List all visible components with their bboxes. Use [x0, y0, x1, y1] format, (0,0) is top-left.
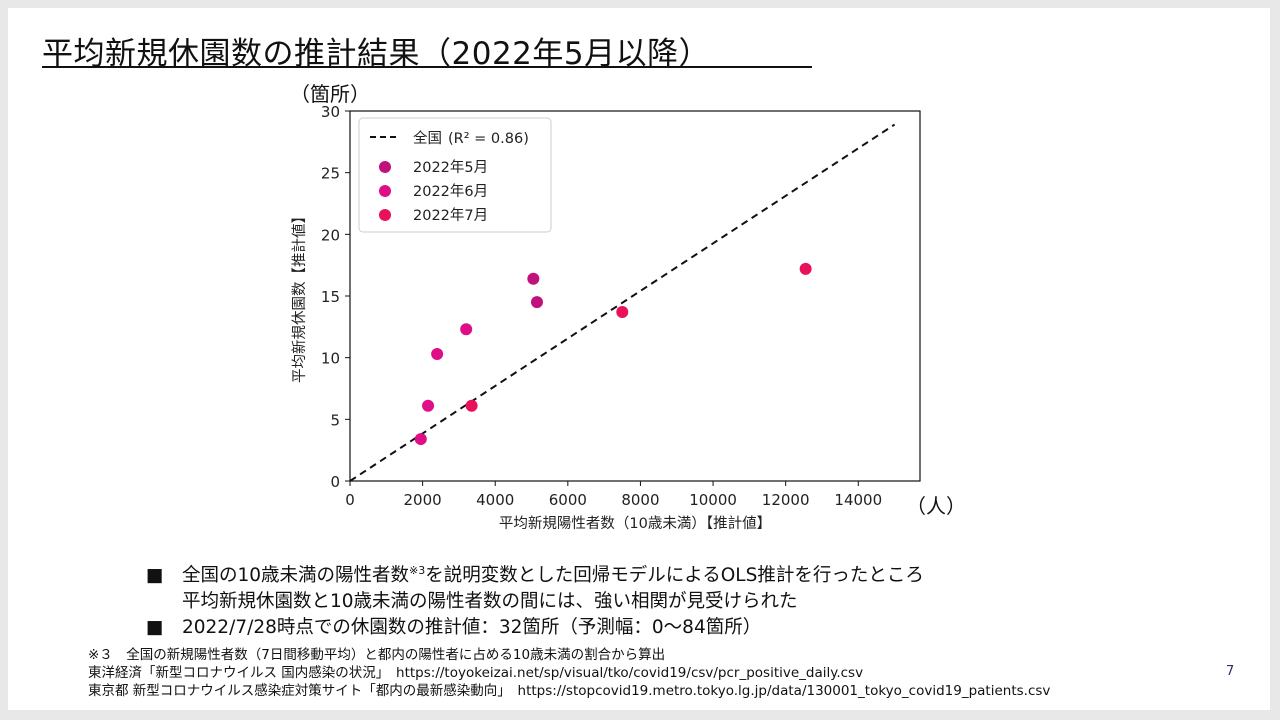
- page-number: 7: [1226, 664, 1235, 679]
- legend-label-fit: 全国: [413, 129, 442, 147]
- data-point: [431, 347, 444, 360]
- source-note: 東京都 新型コロナウイルス感染症対策サイト「都内の最新感染動向」 https:/…: [88, 683, 1051, 699]
- bullet-text: 全国の10歳未満の陽性者数: [182, 565, 410, 587]
- y-tick-label: 25: [321, 165, 340, 183]
- bullet-square-icon: ■: [146, 565, 164, 587]
- bullet-square-icon: ■: [146, 617, 164, 639]
- data-point: [465, 399, 478, 412]
- y-tick-label: 5: [330, 411, 340, 429]
- footnotes: ※３ 全国の新規陽性者数（7日間移動平均）と都内の陽性者に占める10歳未満の割合…: [88, 646, 1050, 700]
- legend-label: 2022年7月: [413, 207, 488, 224]
- x-tick-label: 0: [345, 491, 355, 509]
- data-point: [799, 262, 812, 275]
- y-axis-label: 平均新規休園数【推計値】: [291, 209, 308, 383]
- data-point: [616, 306, 629, 319]
- bullet-item-1: ■ 全国の10歳未満の陽性者数※3を説明変数とした回帰モデルによるOLS推計を行っ…: [146, 558, 924, 589]
- source-note: 東洋経済「新型コロナウイルス 国内感染の状況」 https://toyokeiz…: [88, 665, 864, 681]
- x-tick-label: 10000: [689, 491, 737, 509]
- y-tick-label: 20: [321, 226, 340, 244]
- y-tick-label: 10: [321, 350, 340, 368]
- footnote: ※３ 全国の新規陽性者数（7日間移動平均）と都内の陽性者に占める10歳未満の割合…: [88, 647, 666, 663]
- y-tick-label: 0: [330, 473, 340, 491]
- x-tick-label: 12000: [762, 491, 810, 509]
- legend-label-fit-stat: (R² = 0.86): [448, 131, 529, 147]
- data-point: [527, 272, 540, 285]
- x-tick-label: 8000: [621, 491, 659, 509]
- x-tick-label: 2000: [404, 491, 442, 509]
- footnote-ref: ※3: [409, 564, 426, 577]
- bullet-item-1-continued: 平均新規休園数と10歳未満の陽性者数の間には、強い相関が見受けられた: [182, 591, 798, 613]
- data-point: [414, 433, 427, 446]
- scatter-chart: 0 2000 4000 6000 8000 10000 12000 14000 0 5 10 15 20…: [291, 103, 921, 532]
- data-point: [530, 296, 543, 309]
- slide: 平均新規休園数の推計結果（2022年5月以降） （箇所） （人） 0 2000 40…: [8, 8, 1270, 710]
- chart-legend: 全国 (R² = 0.86) 2022年5月 2022年6月 2022年7月: [358, 117, 552, 233]
- y-tick-label: 30: [321, 103, 340, 121]
- bullet-item-2: ■ 2022/7/28時点での休園数の推計値：32箇所（予測幅：0〜84箇所）: [146, 615, 924, 641]
- legend-box: [358, 117, 552, 233]
- legend-swatch: [379, 209, 391, 221]
- legend-swatch: [379, 185, 391, 197]
- x-tick-label: 6000: [549, 491, 587, 509]
- bullet-list: ■ 全国の10歳未満の陽性者数※3を説明変数とした回帰モデルによるOLS推計を行っ…: [146, 558, 924, 641]
- data-point: [422, 399, 435, 412]
- x-tick-label: 4000: [476, 491, 514, 509]
- bullet-text: 2022/7/28時点での休園数の推計値：32箇所（予測幅：0〜84箇所）: [182, 617, 762, 639]
- legend-label: 2022年5月: [413, 159, 488, 176]
- title-underline: [42, 66, 812, 68]
- bullet-text: を説明変数とした回帰モデルによるOLS推計を行ったところ: [425, 565, 924, 587]
- legend-swatch: [379, 161, 391, 173]
- y-axis-unit: （箇所）: [290, 82, 370, 106]
- data-point: [460, 323, 473, 336]
- legend-label: 2022年6月: [413, 183, 488, 200]
- x-axis-label: 平均新規陽性者数（10歳未満）【推計値】: [499, 515, 771, 532]
- regression-fit-line: [349, 123, 896, 482]
- x-tick-label: 14000: [834, 491, 882, 509]
- x-axis-unit: （人）: [906, 494, 966, 518]
- y-tick-label: 15: [321, 288, 340, 306]
